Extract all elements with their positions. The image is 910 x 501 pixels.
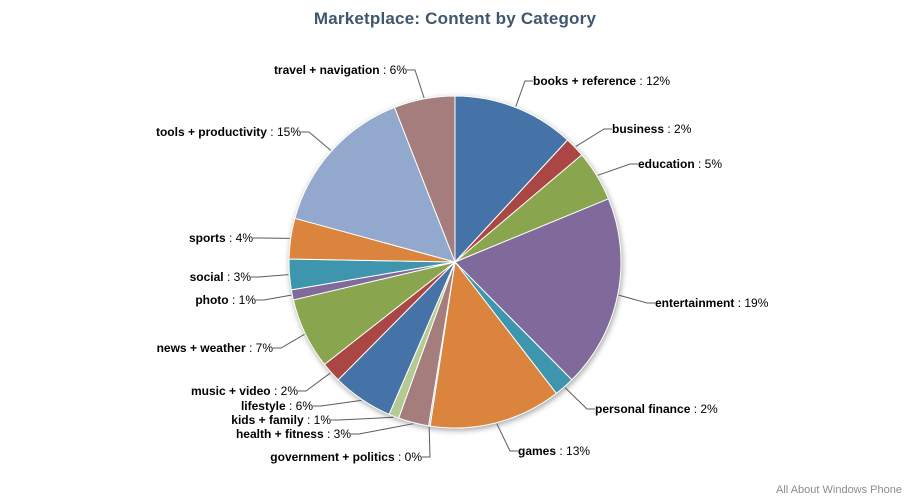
slice-label-music-video: music + video : 2% bbox=[191, 384, 298, 398]
label-connector-kids-family bbox=[331, 416, 394, 421]
label-connector-travel-navigation bbox=[407, 69, 425, 99]
label-connector-entertainment bbox=[618, 294, 655, 304]
label-connector-business bbox=[575, 128, 612, 147]
pie-slice-games[interactable] bbox=[429, 261, 557, 429]
slice-label-business: business : 2% bbox=[612, 122, 692, 136]
slice-label-government-politics: government + politics : 0% bbox=[270, 450, 422, 464]
chart-title: Marketplace: Content by Category bbox=[313, 9, 597, 28]
slice-label-travel-navigation: travel + navigation : 6% bbox=[274, 63, 407, 77]
slice-label-photo: photo : 1% bbox=[195, 293, 256, 307]
pie-slice-travel-navigation[interactable] bbox=[394, 95, 456, 263]
pie-slice-entertainment[interactable] bbox=[454, 198, 622, 381]
label-connector-government-politics bbox=[422, 426, 431, 458]
label-connector-social bbox=[251, 274, 289, 278]
slice-label-personal-finance: personal finance : 2% bbox=[595, 402, 718, 416]
label-connector-lifestyle bbox=[313, 399, 362, 407]
slice-label-tools-productivity: tools + productivity : 15% bbox=[156, 125, 301, 139]
slice-label-kids-family: kids + family : 1% bbox=[231, 413, 331, 427]
label-connector-education bbox=[597, 163, 638, 176]
label-connector-tools-productivity bbox=[301, 131, 332, 151]
pie-slice-books-reference[interactable] bbox=[454, 95, 569, 263]
slice-label-entertainment: entertainment : 19% bbox=[655, 296, 769, 310]
label-connector-photo bbox=[256, 294, 292, 301]
slice-label-education: education : 5% bbox=[638, 157, 722, 171]
label-connector-books-reference bbox=[515, 80, 533, 107]
label-connector-music-video bbox=[298, 372, 331, 392]
label-connector-news-weather bbox=[273, 333, 305, 349]
slice-label-books-reference: books + reference : 12% bbox=[533, 74, 670, 88]
label-connector-games bbox=[496, 423, 518, 452]
credits-link[interactable]: All About Windows Phone bbox=[776, 484, 902, 496]
slice-label-health-fitness: health + fitness : 3% bbox=[236, 427, 351, 441]
label-connector-personal-finance bbox=[564, 387, 595, 410]
slice-label-social: social : 3% bbox=[190, 270, 252, 284]
slice-label-sports: sports : 4% bbox=[189, 231, 253, 245]
pie-labels-group: books + reference : 12% business : 2% educ… bbox=[156, 63, 769, 464]
pie-slice-tools-productivity[interactable] bbox=[294, 106, 456, 263]
slice-label-news-weather: news + weather : 7% bbox=[157, 341, 274, 355]
slice-label-lifestyle: lifestyle : 6% bbox=[241, 399, 313, 413]
slice-label-games: games : 13% bbox=[518, 444, 590, 458]
pie-slices-group bbox=[288, 95, 622, 429]
label-connector-health-fitness bbox=[351, 423, 414, 435]
